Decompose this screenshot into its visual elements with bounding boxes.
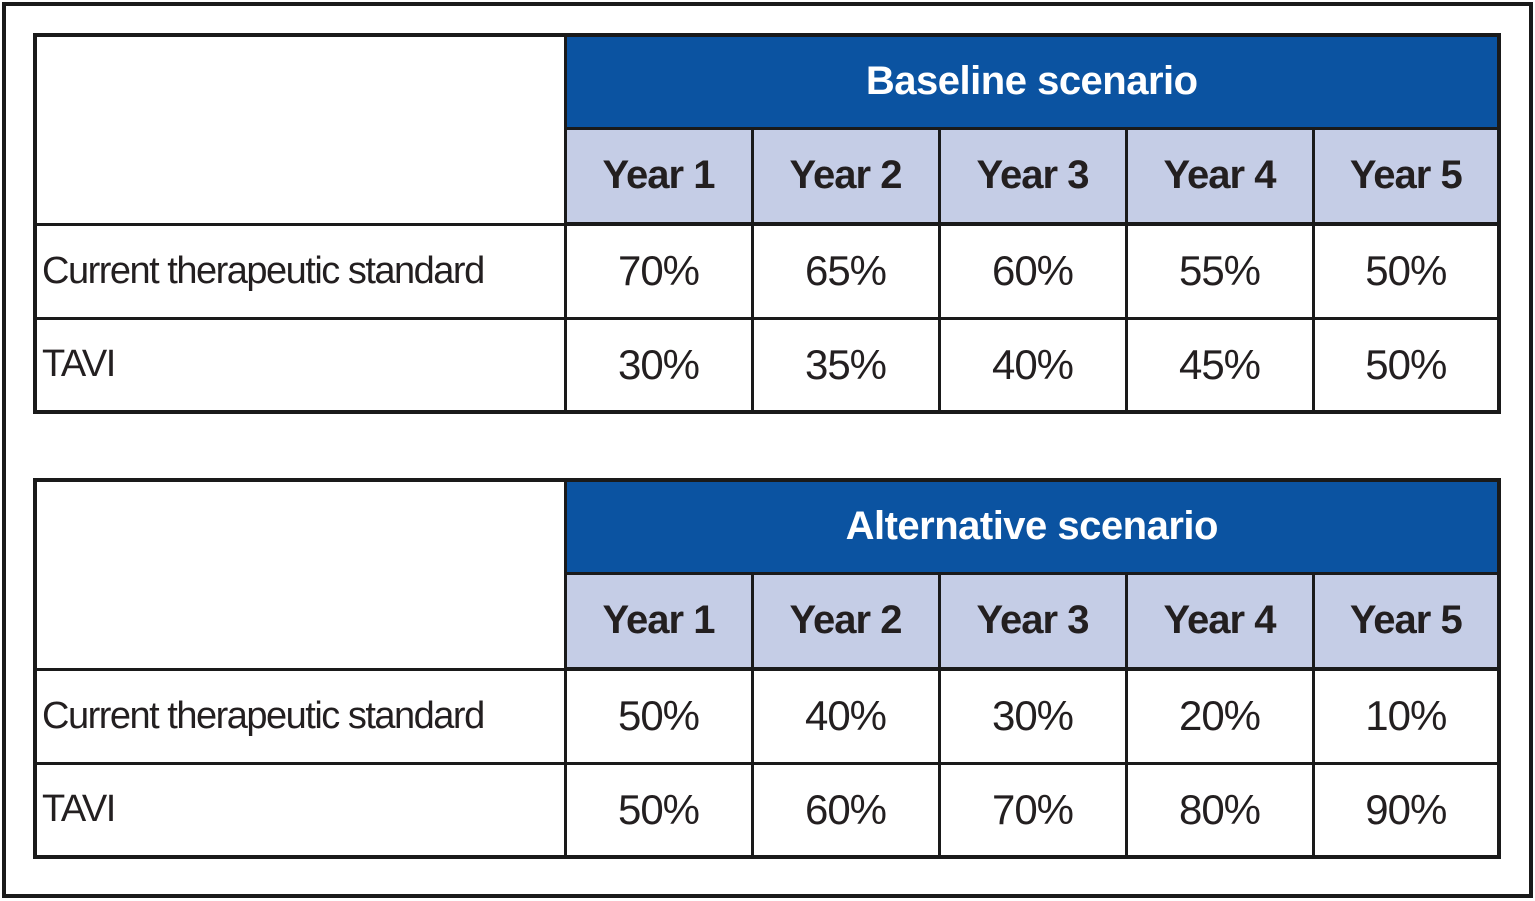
baseline-scenario-table: Baseline scenario Year 1 Year 2 Year 3 Y…	[33, 33, 1502, 414]
data-cell: 60%	[937, 222, 1128, 320]
year-header-5: Year 5	[1311, 571, 1501, 671]
alternative-scenario-table: Alternative scenario Year 1 Year 2 Year …	[33, 478, 1502, 859]
data-cell: 40%	[937, 316, 1128, 414]
data-cell: 50%	[563, 667, 754, 765]
data-cell: 65%	[750, 222, 941, 320]
data-cell: 70%	[563, 222, 754, 320]
data-cell: 30%	[937, 667, 1128, 765]
data-cell: 40%	[750, 667, 941, 765]
data-cell: 50%	[1311, 222, 1501, 320]
scenario-header-row: Baseline scenario	[33, 33, 1501, 226]
data-cell: 55%	[1124, 222, 1315, 320]
table-row-tavi: TAVI 30% 35% 40% 45% 50%	[33, 316, 1501, 414]
data-cell: 50%	[563, 761, 754, 859]
row-label: Current therapeutic standard	[33, 667, 567, 765]
row-label: Current therapeutic standard	[33, 222, 567, 320]
data-cell: 80%	[1124, 761, 1315, 859]
year-header-2: Year 2	[750, 571, 941, 671]
year-header-row: Year 1 Year 2 Year 3 Year 4 Year 5	[35, 571, 1501, 671]
data-cell: 30%	[563, 316, 754, 414]
year-header-3: Year 3	[937, 571, 1128, 671]
empty-corner-cell	[33, 478, 567, 671]
year-header-5: Year 5	[1311, 126, 1501, 226]
data-cell: 70%	[937, 761, 1128, 859]
tables-container: Baseline scenario Year 1 Year 2 Year 3 Y…	[33, 33, 1502, 859]
scenario-title: Alternative scenario	[563, 478, 1501, 575]
row-label: TAVI	[33, 316, 567, 414]
empty-corner-cell	[33, 33, 567, 226]
data-cell: 60%	[750, 761, 941, 859]
data-cell: 20%	[1124, 667, 1315, 765]
data-cell: 50%	[1311, 316, 1501, 414]
scenario-header-row: Alternative scenario	[33, 478, 1501, 671]
data-cell: 90%	[1311, 761, 1501, 859]
data-cell: 10%	[1311, 667, 1501, 765]
table-row-current-standard: Current therapeutic standard 50% 40% 30%…	[33, 667, 1501, 765]
table-row-current-standard: Current therapeutic standard 70% 65% 60%…	[33, 222, 1501, 320]
year-header-row: Year 1 Year 2 Year 3 Year 4 Year 5	[35, 126, 1501, 226]
year-header-3: Year 3	[937, 126, 1128, 226]
data-cell: 45%	[1124, 316, 1315, 414]
row-label: TAVI	[33, 761, 567, 859]
data-cell: 35%	[750, 316, 941, 414]
year-header-1: Year 1	[563, 126, 754, 226]
year-header-2: Year 2	[750, 126, 941, 226]
year-header-4: Year 4	[1124, 126, 1315, 226]
year-header-4: Year 4	[1124, 571, 1315, 671]
table-row-tavi: TAVI 50% 60% 70% 80% 90%	[33, 761, 1501, 859]
scenario-title: Baseline scenario	[563, 33, 1501, 130]
year-header-1: Year 1	[563, 571, 754, 671]
